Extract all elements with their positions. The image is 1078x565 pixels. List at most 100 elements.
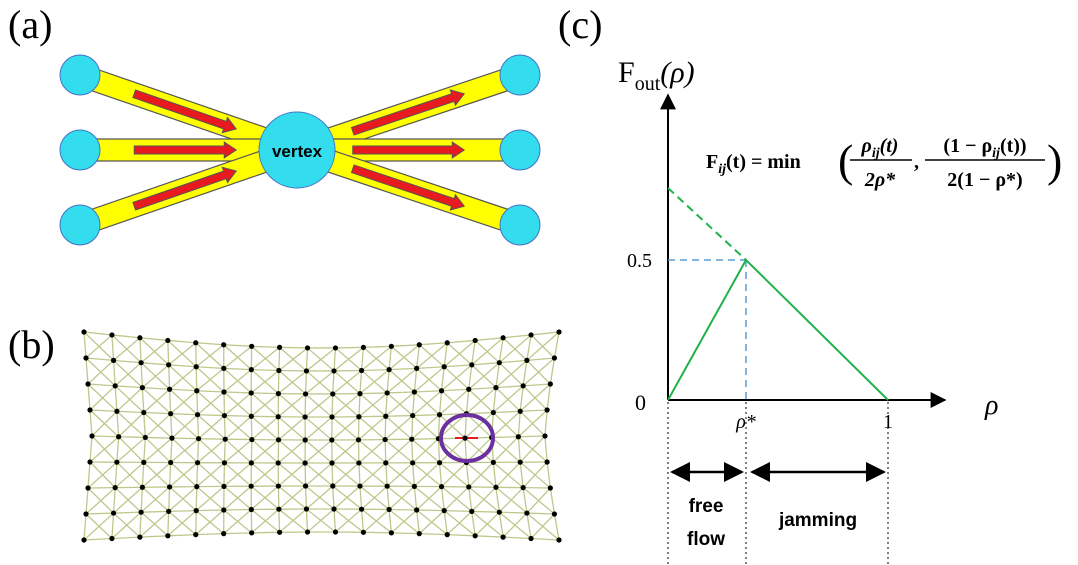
lattice-node	[333, 345, 338, 350]
lattice-node	[113, 383, 118, 388]
link	[90, 436, 92, 462]
lattice-node	[221, 389, 226, 394]
link	[518, 411, 520, 436]
lattice-node	[276, 368, 281, 373]
lattice-node	[331, 506, 336, 511]
lattice-node	[194, 364, 199, 369]
lattice-node	[81, 329, 86, 334]
link	[84, 514, 86, 540]
link	[198, 415, 199, 439]
link	[196, 343, 224, 345]
link	[140, 536, 168, 537]
lattice-node	[410, 413, 415, 418]
lattice-node	[491, 410, 496, 415]
lattice-node	[556, 329, 561, 334]
lattice-node	[359, 368, 364, 373]
lattice-node	[330, 483, 335, 488]
lattice-node	[249, 507, 254, 512]
link	[472, 511, 475, 535]
link	[531, 332, 559, 335]
link	[469, 487, 472, 511]
link	[144, 437, 146, 462]
lattice-node	[166, 509, 171, 514]
lattice-node	[545, 407, 550, 412]
lattice-node	[356, 460, 361, 465]
link	[527, 513, 555, 514]
lattice-node	[114, 460, 119, 465]
link	[114, 360, 116, 385]
link	[417, 510, 420, 534]
lattice-node	[137, 535, 142, 540]
node	[60, 130, 100, 170]
lattice-node	[83, 355, 88, 360]
link	[140, 338, 168, 341]
lattice-node	[333, 529, 338, 534]
link	[112, 335, 140, 338]
link	[112, 537, 140, 538]
lattice-node	[111, 358, 116, 363]
panel-label: (a)	[8, 2, 52, 47]
lattice-node	[385, 390, 390, 395]
lattice-node	[552, 511, 557, 516]
link	[527, 488, 550, 513]
link	[419, 534, 447, 535]
link	[523, 384, 550, 386]
lattice-node	[389, 530, 394, 535]
link	[447, 340, 475, 342]
link	[224, 416, 251, 417]
link	[144, 413, 171, 414]
link	[391, 533, 419, 534]
lattice-node	[304, 506, 309, 511]
link	[306, 348, 307, 371]
link	[115, 386, 142, 388]
link	[531, 539, 559, 540]
link	[332, 463, 333, 486]
link	[224, 392, 251, 393]
link	[88, 384, 115, 386]
link	[90, 410, 117, 411]
link	[472, 511, 500, 512]
link	[499, 360, 527, 362]
lattice-node	[462, 436, 467, 441]
lattice-node	[493, 485, 498, 490]
numerator: (1 − ρij(t))	[943, 135, 1026, 161]
link	[92, 436, 119, 437]
lattice-node	[501, 335, 506, 340]
lattice-node	[303, 483, 308, 488]
lattice-node	[387, 367, 392, 372]
y-tick-label: 0.5	[627, 250, 652, 272]
lattice-node	[493, 385, 498, 390]
link	[545, 410, 547, 436]
lattice-node	[473, 338, 478, 343]
lattice-node	[87, 407, 92, 412]
link	[252, 346, 280, 347]
lattice-node	[168, 411, 173, 416]
link	[440, 463, 442, 487]
link	[386, 463, 387, 486]
link	[171, 438, 172, 462]
link	[251, 440, 252, 463]
lattice-node	[222, 413, 227, 418]
link	[86, 488, 88, 514]
lattice-node	[221, 342, 226, 347]
link	[168, 535, 196, 536]
link	[499, 512, 503, 537]
lattice-node	[412, 484, 417, 489]
link	[499, 512, 527, 513]
link	[391, 345, 419, 347]
link	[251, 393, 278, 394]
link	[503, 513, 527, 537]
link	[279, 509, 280, 532]
link	[386, 393, 387, 416]
vertex-label: vertex	[272, 142, 323, 161]
lattice-node	[383, 414, 388, 419]
link	[171, 414, 172, 438]
lattice-node	[167, 484, 172, 489]
lattice-node	[417, 531, 422, 536]
link	[442, 389, 469, 390]
link	[440, 391, 442, 415]
lattice-node	[389, 344, 394, 349]
link	[141, 363, 142, 388]
link	[198, 415, 225, 416]
link	[170, 389, 171, 413]
